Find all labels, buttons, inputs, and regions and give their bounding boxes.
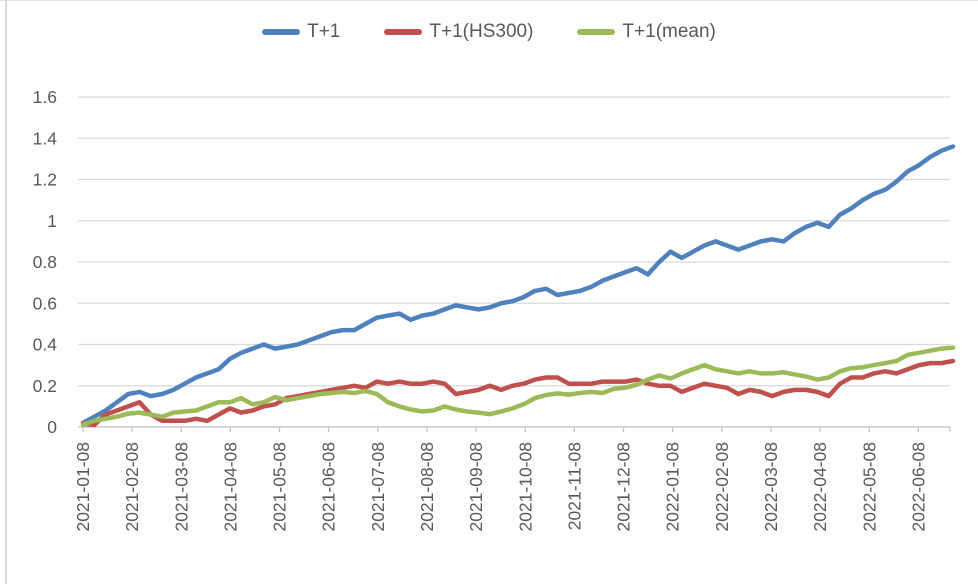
chart-legend: T+1 T+1(HS300) T+1(mean) (0, 22, 978, 41)
x-axis-label: 2021-01-08 (73, 442, 93, 532)
y-axis-label: 0.2 (33, 376, 57, 396)
y-axis-label: 1 (47, 211, 57, 231)
y-axis-label: 0.8 (33, 252, 57, 272)
frame-border-left (5, 0, 7, 584)
x-axis-label: 2022-02-08 (712, 442, 732, 532)
legend-label: T+1 (307, 21, 341, 42)
series-line-2[interactable] (80, 345, 956, 428)
x-axis-label: 2022-06-08 (908, 442, 928, 532)
x-axis-label: 2021-06-08 (319, 442, 339, 532)
x-axis-label: 2021-12-08 (614, 442, 634, 532)
x-axis-label: 2022-04-08 (810, 442, 830, 532)
x-axis-label: 2021-05-08 (270, 442, 290, 532)
legend-item-0[interactable]: T+1 (262, 22, 340, 41)
legend-line-sample-icon (577, 28, 616, 35)
y-axis-label: 0.4 (33, 335, 58, 355)
x-axis-label: 2021-07-08 (368, 442, 388, 532)
x-axis-label: 2021-11-08 (564, 442, 584, 530)
x-axis-label: 2022-05-08 (859, 442, 879, 532)
legend-item-2[interactable]: T+1(mean) (577, 21, 716, 42)
y-axis-label: 1.2 (33, 170, 57, 190)
frame-border-top (0, 0, 978, 1)
y-axis-label: 1.6 (33, 87, 57, 107)
x-axis-label: 2021-03-08 (171, 442, 191, 532)
x-axis-label: 2022-01-08 (663, 442, 683, 532)
y-axis-label: 1.4 (33, 128, 58, 148)
series-line-1[interactable] (80, 358, 956, 428)
legend-item-1[interactable]: T+1(HS300) (384, 22, 533, 41)
legend-label: T+1(mean) (622, 21, 716, 42)
y-axis-label: 0.6 (33, 293, 57, 313)
y-axis-label: 0 (47, 417, 57, 437)
series-line-0[interactable] (80, 144, 956, 426)
x-axis-label: 2021-04-08 (220, 442, 240, 532)
x-axis-label: 2021-08-08 (417, 442, 437, 532)
x-axis-label: 2021-09-08 (466, 442, 486, 532)
x-axis-label: 2021-10-08 (515, 442, 535, 532)
legend-label: T+1(HS300) (429, 21, 534, 42)
x-axis-label: 2021-02-08 (122, 442, 142, 532)
legend-line-sample-icon (384, 28, 423, 35)
legend-line-sample-icon (262, 28, 301, 35)
x-axis-label: 2022-03-08 (761, 442, 781, 532)
